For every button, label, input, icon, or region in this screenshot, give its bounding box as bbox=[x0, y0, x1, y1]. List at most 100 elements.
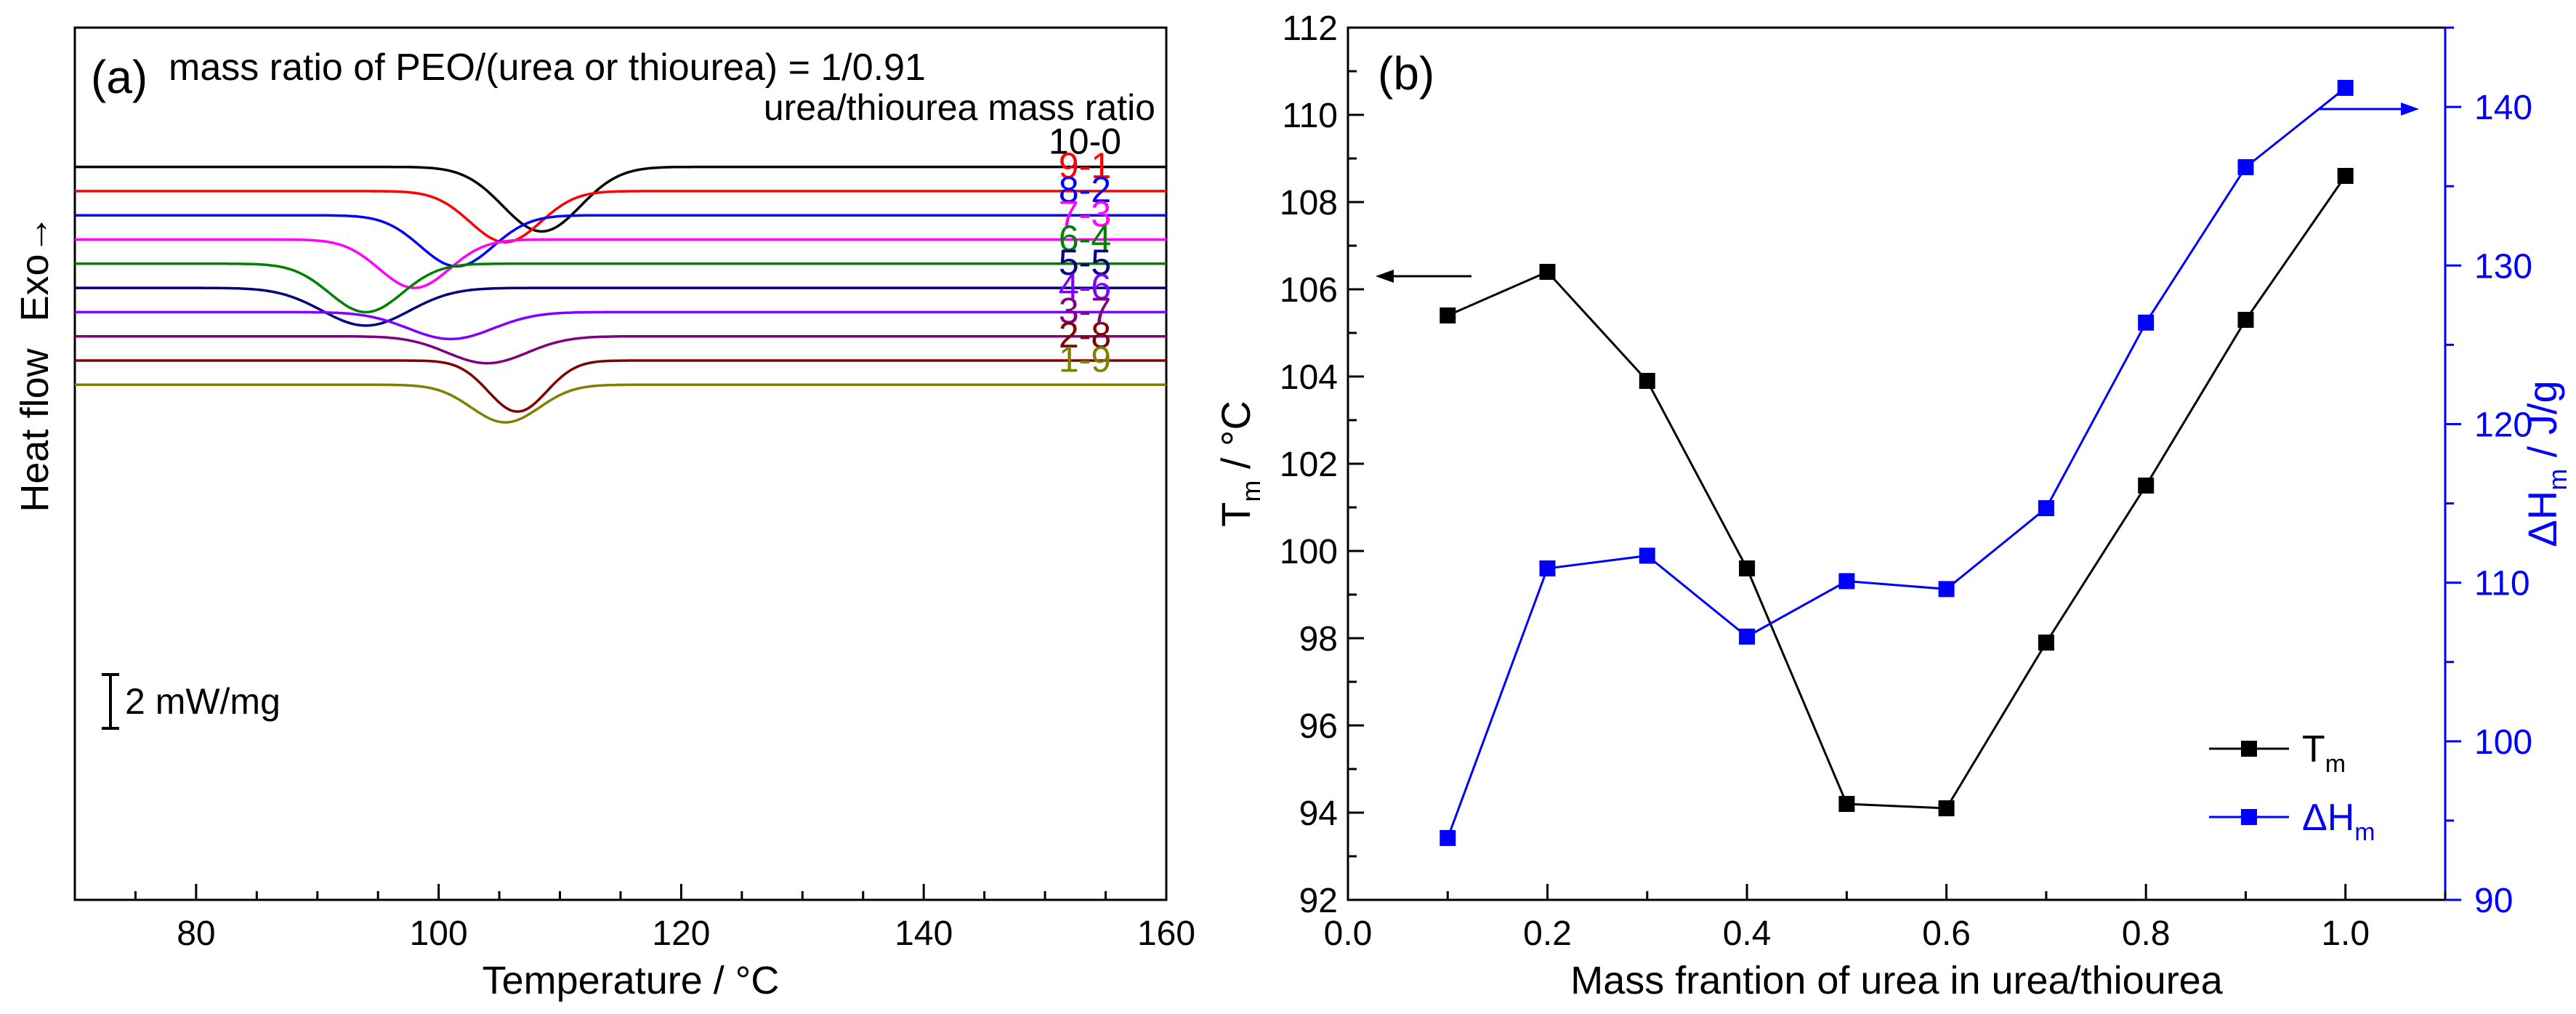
data-point-tm bbox=[2337, 168, 2354, 184]
curve-label-9-1: 9-1 bbox=[1059, 145, 1111, 186]
data-point-dhm bbox=[1838, 573, 1855, 590]
x-tick-label: 0.0 bbox=[1324, 914, 1373, 953]
panel-b-left-axis-title: Tm / °C bbox=[1213, 401, 1266, 527]
curve-label-1-9: 1-9 bbox=[1059, 339, 1111, 379]
curve-label-3-7: 3-7 bbox=[1059, 291, 1111, 331]
curve-label-6-4: 6-4 bbox=[1059, 218, 1111, 259]
y-left-tick-label: 104 bbox=[1280, 358, 1338, 397]
dsc-curve-5-5 bbox=[75, 286, 1166, 327]
y-left-tick-label: 98 bbox=[1299, 620, 1338, 659]
data-point-tm bbox=[1639, 373, 1655, 389]
svg-text:Tm / °C: Tm / °C bbox=[1213, 401, 1266, 527]
dsc-curve-8-2 bbox=[75, 214, 1166, 268]
panel-b-legend: Tm ΔHm bbox=[2209, 728, 2375, 846]
svg-text:ΔHm / J/g: ΔHm / J/g bbox=[2519, 380, 2572, 547]
panel-a-y-axis-title: Heat flow Exo→ bbox=[13, 214, 57, 512]
x-tick-label: 160 bbox=[1137, 914, 1195, 953]
x-tick-label: 0.8 bbox=[2122, 914, 2171, 953]
data-point-tm bbox=[2138, 478, 2155, 494]
y-right-tick-label: 120 bbox=[2474, 406, 2532, 444]
curve-label-2-8: 2-8 bbox=[1059, 315, 1111, 355]
data-point-dhm bbox=[1938, 581, 1955, 597]
y-left-tick-label: 110 bbox=[1282, 97, 1338, 135]
data-point-dhm bbox=[2138, 314, 2155, 331]
y-left-tick-label: 106 bbox=[1280, 271, 1338, 310]
left-arrow-head bbox=[1376, 270, 1394, 283]
y-left-tick-label: 96 bbox=[1299, 707, 1338, 746]
y-left-tick-label: 112 bbox=[1282, 9, 1338, 48]
data-point-tm bbox=[1838, 796, 1855, 812]
curve-label-7-3: 7-3 bbox=[1059, 194, 1111, 235]
y-right-tick-label: 110 bbox=[2474, 565, 2530, 603]
legend-marker-tm bbox=[2241, 741, 2257, 757]
legend-label-dhm: ΔHm bbox=[2302, 797, 2375, 846]
svg-text:Heat flow Exo→: Heat flow Exo→ bbox=[13, 214, 57, 512]
x-tick-label: 120 bbox=[652, 914, 710, 953]
right-axis-arrow bbox=[2318, 102, 2419, 116]
curve-label-8-2: 8-2 bbox=[1059, 169, 1111, 210]
dsc-curve-6-4 bbox=[75, 262, 1166, 314]
y-left-tick-label: 92 bbox=[1299, 882, 1338, 920]
panel-a-label: (a) bbox=[91, 51, 148, 103]
x-tick-label: 1.0 bbox=[2321, 914, 2370, 953]
y-axis-title-exo: Exo→ bbox=[13, 214, 57, 321]
dsc-curve-9-1 bbox=[75, 190, 1166, 244]
panel-a-curves bbox=[75, 165, 1166, 424]
y-left-tick-label: 108 bbox=[1280, 184, 1338, 222]
data-point-tm bbox=[1739, 560, 1756, 576]
y-left-tick-label: 94 bbox=[1299, 794, 1338, 833]
panel-b-series bbox=[1440, 79, 2354, 846]
y-right-tick-label: 100 bbox=[2474, 723, 2532, 762]
y-right-tick-label: 90 bbox=[2474, 882, 2513, 920]
dsc-curve-2-8 bbox=[75, 359, 1166, 414]
data-point-dhm bbox=[2038, 500, 2054, 517]
series-line-tm bbox=[1447, 175, 2346, 810]
panel-b-ticks: 0.0 0.2 0.4 0.6 0.8 1.0 92 94 96 98 100 102 104 106 10… bbox=[1280, 9, 2532, 953]
x-tick-label: 0.4 bbox=[1723, 914, 1772, 953]
panel-a-x-ticks: 80 100 120 140 160 bbox=[73, 884, 1195, 953]
x-tick-label: 0.2 bbox=[1523, 914, 1572, 953]
dsc-curve-3-7 bbox=[75, 334, 1166, 365]
dsc-curve-4-6 bbox=[75, 310, 1166, 341]
y-right-tick-label: 140 bbox=[2474, 89, 2532, 127]
data-point-tm bbox=[2237, 312, 2254, 328]
data-point-tm bbox=[1440, 307, 1456, 323]
left-axis-arrow bbox=[1376, 270, 1471, 283]
data-point-dhm bbox=[1440, 829, 1456, 846]
panel-b-x-axis-title: Mass frantion of urea in urea/thiourea bbox=[1570, 959, 2223, 1002]
panel-a-curve-labels: 10-09-18-27-36-45-54-63-72-81-9 bbox=[1049, 121, 1121, 380]
series-line-dhm bbox=[1446, 86, 2346, 839]
dsc-curve-7-3 bbox=[75, 238, 1166, 289]
x-tick-label: 100 bbox=[410, 914, 468, 953]
curve-label-5-5: 5-5 bbox=[1059, 242, 1111, 283]
data-point-dhm bbox=[2337, 79, 2354, 96]
x-tick-label: 80 bbox=[177, 914, 215, 953]
data-point-dhm bbox=[2237, 159, 2254, 175]
right-arrow-head bbox=[2401, 102, 2419, 116]
data-point-dhm bbox=[1539, 560, 1556, 576]
panel-b-label: (b) bbox=[1378, 47, 1434, 100]
curve-label-10-0: 10-0 bbox=[1049, 121, 1121, 162]
panel-b-melting-data: 0.0 0.2 0.4 0.6 0.8 1.0 92 94 96 98 100 102 104 106 10… bbox=[1213, 9, 2572, 1002]
legend-marker-dhm bbox=[2241, 809, 2257, 825]
data-point-tm bbox=[1539, 264, 1556, 280]
y-right-tick-label: 130 bbox=[2474, 247, 2532, 286]
curve-label-4-6: 4-6 bbox=[1059, 266, 1111, 307]
x-tick-label: 0.6 bbox=[1922, 914, 1971, 953]
data-point-dhm bbox=[1639, 547, 1655, 564]
scale-bar-label: 2 mW/mg bbox=[125, 681, 280, 722]
dsc-curve-10-0 bbox=[75, 165, 1166, 233]
y-left-tick-label: 102 bbox=[1280, 446, 1338, 484]
scale-bar: 2 mW/mg bbox=[102, 673, 280, 730]
data-point-dhm bbox=[1739, 628, 1756, 645]
panel-b-right-axis-title: ΔHm / J/g bbox=[2519, 380, 2572, 547]
dsc-curve-1-9 bbox=[75, 383, 1166, 424]
panel-a-legend-title: urea/thiourea mass ratio bbox=[764, 87, 1155, 128]
y-left-tick-label: 100 bbox=[1280, 533, 1338, 571]
panel-a-x-axis-title: Temperature / °C bbox=[483, 959, 780, 1002]
data-point-tm bbox=[1938, 800, 1955, 816]
y-axis-title-heat-flow: Heat flow bbox=[13, 347, 57, 512]
